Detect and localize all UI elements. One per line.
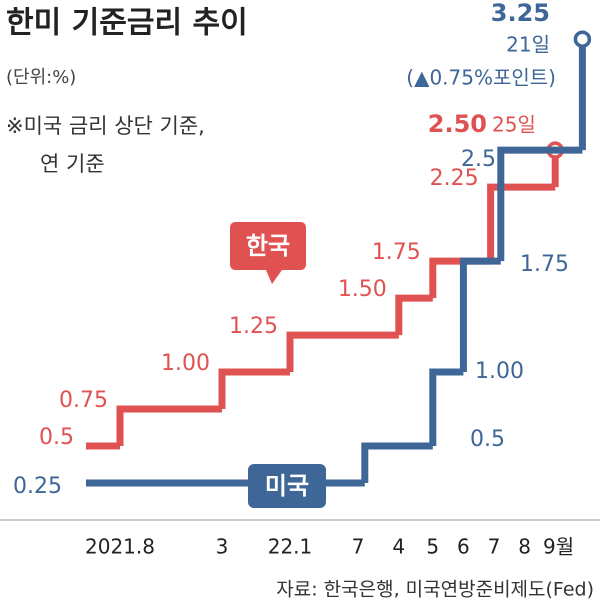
annotation: (▲0.75%포인트) xyxy=(406,66,556,90)
subtitle: (단위:%) xyxy=(6,67,76,88)
x-tick-label: 6 xyxy=(457,535,470,559)
value-label: 3.25 xyxy=(491,0,550,27)
x-tick-label: 4 xyxy=(392,535,405,559)
legend-badge xyxy=(248,464,326,508)
step-line xyxy=(116,405,222,447)
value-label: 2.50 xyxy=(428,110,487,138)
value-label: 1.25 xyxy=(229,314,278,339)
x-tick-label: 22.1 xyxy=(268,535,313,559)
x-tick-label: 7 xyxy=(352,535,365,559)
step-line xyxy=(459,257,501,373)
step-line xyxy=(429,368,464,447)
note: 연 기준 xyxy=(40,152,105,176)
annotation: 25일 xyxy=(492,113,536,137)
step-line xyxy=(218,368,290,410)
value-label: 1.00 xyxy=(161,351,210,376)
step-line xyxy=(361,442,433,484)
value-label: 1.75 xyxy=(372,240,421,265)
value-label: 0.5 xyxy=(39,425,74,450)
end-point xyxy=(573,30,592,48)
x-tick-label: 2021.8 xyxy=(85,535,155,559)
source: 자료: 한국은행, 미국연방준비제도(Fed) xyxy=(276,579,594,601)
value-label: 1.00 xyxy=(475,359,524,384)
value-label: 0.25 xyxy=(13,474,62,499)
x-tick-label: 7 xyxy=(488,535,501,559)
step-line xyxy=(286,331,399,373)
chart-title: 한미 기준금리 추이 xyxy=(6,6,248,41)
x-tick-label: 3 xyxy=(216,535,229,559)
step-line xyxy=(487,183,556,262)
value-label: 0.75 xyxy=(59,388,108,413)
legend-badge xyxy=(230,222,306,284)
legend-label: 미국 xyxy=(265,472,309,500)
step-line xyxy=(395,294,433,336)
value-label: 0.5 xyxy=(470,427,505,452)
value-label: 1.75 xyxy=(520,252,569,277)
x-tick-label: 5 xyxy=(426,535,439,559)
x-tick-label: 8 xyxy=(518,535,531,559)
value-label: 2.25 xyxy=(430,166,479,191)
step-line xyxy=(497,146,583,262)
annotation: 21일 xyxy=(506,33,550,57)
note: ※미국 금리 상단 기준, xyxy=(6,114,205,138)
legend-label: 한국 xyxy=(246,232,290,260)
x-tick-label: 9월 xyxy=(543,535,574,559)
value-label: 1.50 xyxy=(338,277,387,302)
value-label: 2.5 xyxy=(461,147,496,172)
